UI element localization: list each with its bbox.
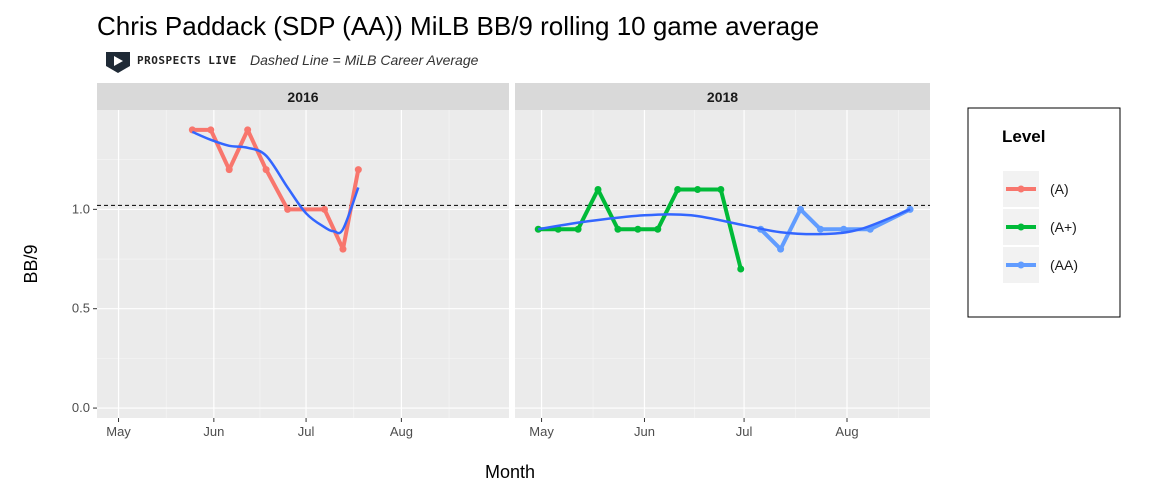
data-point: [694, 185, 702, 193]
legend-box: [967, 107, 1121, 318]
chart-title: Chris Paddack (SDP (AA)) MiLB BB/9 rolli…: [97, 11, 819, 41]
panel-background: [97, 110, 509, 418]
facet-strip-label: 2016: [287, 89, 318, 105]
play-arrow-glyph: [114, 56, 123, 66]
legend-key-point: [1017, 223, 1025, 231]
legend-title: Level: [1002, 127, 1045, 146]
x-tick-label: Jul: [736, 424, 753, 439]
legend-key-point: [1017, 261, 1025, 269]
data-point: [654, 225, 662, 233]
y-tick-label: 0.0: [72, 400, 90, 415]
data-point: [321, 205, 329, 213]
data-point: [207, 126, 215, 134]
data-point: [225, 166, 233, 174]
legend-label: (A): [1050, 181, 1069, 197]
facet-strip: [97, 83, 509, 110]
legend-key-point: [1017, 185, 1025, 193]
y-tick-label: 1.0: [72, 201, 90, 216]
x-tick-label: Aug: [835, 424, 858, 439]
data-point: [737, 265, 745, 273]
x-tick-label: Jul: [298, 424, 315, 439]
y-axis: 0.0 0.5 1.0: [72, 201, 97, 415]
data-point: [284, 205, 292, 213]
x-tick-label: May: [529, 424, 554, 439]
data-point: [614, 225, 622, 233]
x-tick-label: May: [106, 424, 131, 439]
x-tick-label: Jun: [634, 424, 655, 439]
y-axis-title: BB/9: [21, 244, 41, 283]
prospects-live-logo: PROSPECTS LIVE: [106, 52, 237, 73]
x-tick-label: Jun: [203, 424, 224, 439]
facet-panels: 2016 May Jun Jul Aug 2018 May Jun Jul Aug: [97, 83, 930, 439]
facet-strip: [515, 83, 930, 110]
data-point: [634, 225, 642, 233]
data-point: [354, 166, 362, 174]
data-point: [262, 166, 270, 174]
data-point: [840, 225, 848, 233]
legend: Level (A) (A+) (AA): [967, 107, 1121, 318]
data-point: [574, 225, 582, 233]
legend-label: (A+): [1050, 219, 1077, 235]
panel-background: [515, 110, 930, 418]
logo-text: PROSPECTS LIVE: [137, 54, 237, 67]
x-axis-title: Month: [485, 462, 535, 482]
facet-strip-label: 2018: [707, 89, 738, 105]
x-tick-label: Aug: [390, 424, 413, 439]
data-point: [339, 245, 347, 253]
data-point: [797, 205, 805, 213]
data-point: [244, 126, 252, 134]
data-point: [816, 225, 824, 233]
y-tick-label: 0.5: [72, 301, 90, 316]
facet-panel-2018: 2018 May Jun Jul Aug: [515, 83, 930, 439]
data-point: [594, 185, 602, 193]
smooth-trend-line: [538, 208, 911, 236]
chart-subtitle: Dashed Line = MiLB Career Average: [250, 52, 479, 68]
facet-panel-2016: 2016 May Jun Jul Aug: [97, 83, 509, 439]
data-point: [717, 185, 725, 193]
legend-label: (AA): [1050, 257, 1078, 273]
data-point: [777, 245, 785, 253]
smooth-trend-line: [191, 130, 360, 235]
data-point: [674, 185, 682, 193]
data-point: [554, 225, 562, 233]
